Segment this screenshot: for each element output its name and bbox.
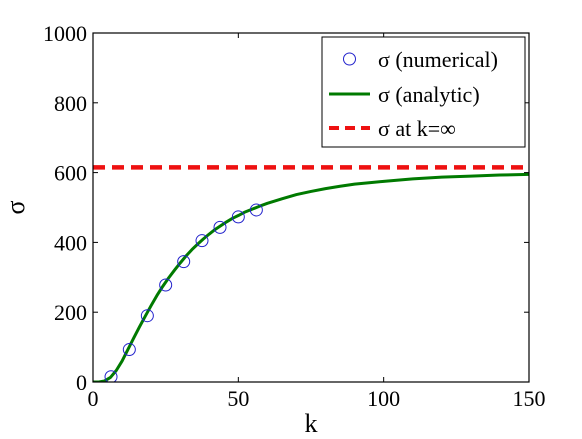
- plot-area: [93, 165, 529, 382]
- numerical-data-point: [213, 220, 227, 234]
- legend-marker-circle-icon: [343, 52, 356, 66]
- legend-label-asymptote: σ at k=∞: [378, 116, 456, 141]
- analytic-curve-line: [93, 172, 529, 382]
- numerical-data-point: [104, 370, 118, 382]
- axis-ticks: 0 50 100 150 0 200 400 600 800 1000: [43, 21, 546, 411]
- y-tick-label: 200: [54, 300, 87, 325]
- y-tick-label: 0: [76, 370, 87, 395]
- x-tick-label: 150: [513, 386, 546, 411]
- numerical-data-point: [177, 255, 191, 269]
- x-tick-label: 50: [227, 386, 249, 411]
- legend-entry-analytic: σ (analytic): [329, 82, 480, 107]
- numerical-data-point: [249, 203, 263, 217]
- numerical-data-point: [195, 234, 209, 248]
- legend-entry-numerical: σ (numerical): [343, 47, 498, 72]
- legend-box: [321, 36, 526, 148]
- numerical-data-point: [231, 210, 245, 224]
- y-tick-label: 400: [54, 230, 87, 255]
- y-axis-label: σ: [1, 200, 30, 214]
- numerical-data-point: [159, 278, 173, 292]
- legend-label-analytic: σ (analytic): [378, 82, 480, 107]
- y-tick-label: 600: [54, 161, 87, 186]
- x-tick-label: 100: [367, 386, 400, 411]
- legend: σ (numerical) σ (analytic) σ at k=∞: [321, 36, 526, 148]
- numerical-data-point: [140, 309, 154, 323]
- legend-label-numerical: σ (numerical): [378, 47, 498, 72]
- numerical-data-point: [122, 343, 136, 357]
- y-tick-label: 800: [54, 91, 87, 116]
- legend-entry-asymptote: σ at k=∞: [329, 116, 456, 141]
- x-axis-label: k: [305, 409, 318, 438]
- axes-frame: [92, 32, 530, 383]
- x-tick-label: 0: [88, 386, 99, 411]
- y-tick-label: 1000: [43, 21, 87, 46]
